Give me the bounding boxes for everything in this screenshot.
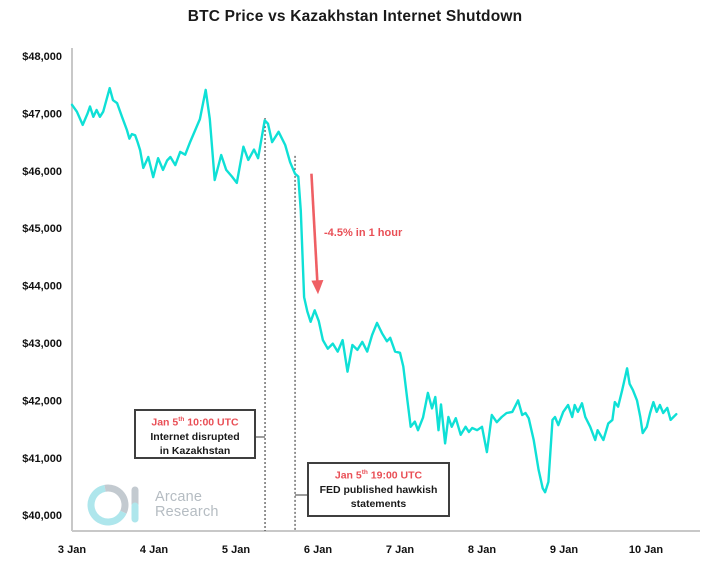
y-tick-label: $43,000 [22,338,62,350]
arcane-research-logo: Arcane Research [86,482,219,528]
y-tick-label: $46,000 [22,166,62,178]
y-tick-label: $44,000 [22,281,62,293]
y-tick-label: $42,000 [22,395,62,407]
annotation-fed-line1: FED published hawkish [319,484,438,497]
chart-title: BTC Price vs Kazakhstan Internet Shutdow… [187,8,523,25]
logo-ring-gray [104,484,129,514]
x-tick-label: 8 Jan [468,544,496,556]
x-tick-label: 10 Jan [629,544,664,556]
y-tick-label: $47,000 [22,108,62,120]
y-tick-label: $41,000 [22,453,62,465]
annotation-internet-date: Jan 5th 10:00 UTC [136,416,254,430]
date-sup: th [361,469,368,476]
x-tick-label: 5 Jan [222,544,250,556]
date-prefix: Jan 5 [334,469,362,482]
drop-arrow-head [311,280,324,295]
y-tick-label: $40,000 [22,510,62,522]
arcane-logo-icon [87,484,139,526]
y-tick-label: $45,000 [22,223,62,235]
x-tick-label: 9 Jan [550,544,578,556]
drop-arrow-shaft [310,173,319,282]
x-tick-label: 6 Jan [304,544,332,556]
date-rest: 19:00 UTC [367,469,423,482]
date-rest: 10:00 UTC [184,416,239,429]
date-prefix: Jan 5 [151,416,179,429]
drop-percentage-label: -4.5% in 1 hour [324,227,403,239]
annotation-internet-line1: Internet disrupted [150,431,240,444]
logo-line1: Arcane [155,489,203,505]
logo-line2: Research [155,504,219,520]
x-tick-label: 3 Jan [58,544,86,556]
arcane-logo-text: Arcane Research [155,490,219,520]
annotation-fed-line2: statements [350,498,407,511]
btc-price-line [70,86,678,494]
annotation-fed-date: Jan 5th 19:00 UTC [309,469,448,483]
annotation-internet-disruption: Jan 5th 10:00 UTC Internet disrupted in … [134,409,256,459]
annotation-internet-line2: in Kazakhstan [159,445,231,458]
x-tick-label: 4 Jan [140,544,168,556]
annotation-fed-statements: Jan 5th 19:00 UTC FED published hawkish … [307,462,450,517]
y-tick-label: $48,000 [22,51,62,63]
date-sup: th [178,416,185,423]
logo-ring-cyan [87,484,127,526]
x-tick-label: 7 Jan [386,544,414,556]
